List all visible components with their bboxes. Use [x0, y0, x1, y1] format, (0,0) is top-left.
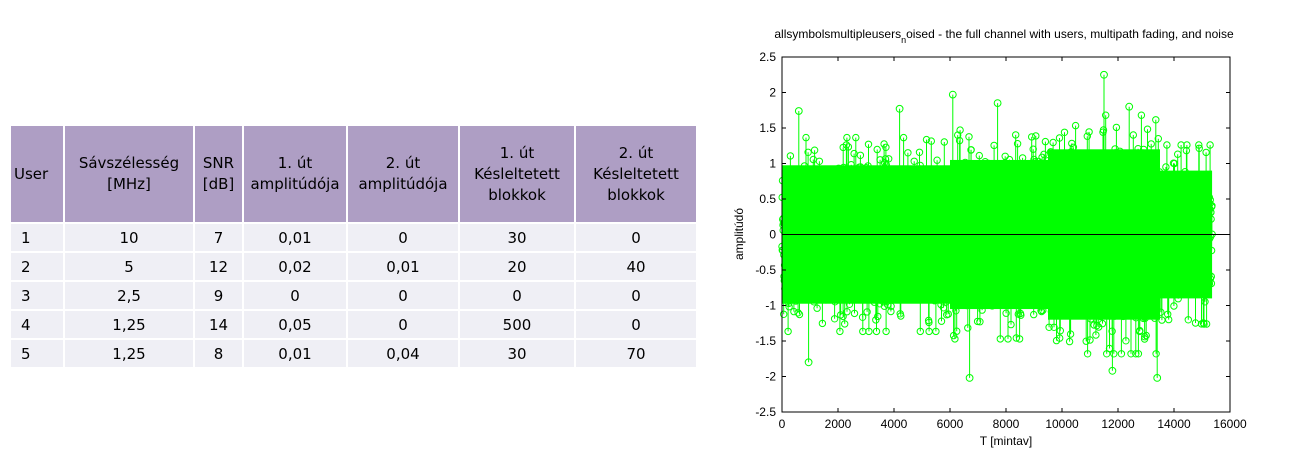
y-tick-label: -1.5 [755, 334, 776, 348]
table-cell: 0,02 [244, 253, 346, 280]
column-header-line: Sávszélesség [78, 154, 180, 172]
table-cell: 0 [348, 282, 458, 309]
table-cell: 1,25 [65, 340, 193, 367]
table-row: 2 5 12 0,02 0,01 20 40 [11, 253, 696, 280]
y-tick-label: -2.5 [755, 405, 776, 419]
table-cell: 20 [460, 253, 574, 280]
column-header: 2. út Késleltetett blokkok [576, 126, 696, 222]
column-header-line: 1. út [277, 154, 313, 172]
table-cell: 12 [195, 253, 242, 280]
table-cell: 0 [576, 282, 696, 309]
column-header-line: User [14, 164, 49, 183]
column-header-line: 1. út [499, 143, 535, 162]
table-cell: 70 [576, 340, 696, 367]
table-cell: 0,01 [244, 340, 346, 367]
x-tick-label: 8000 [993, 417, 1020, 431]
y-tick-label: 0.5 [759, 192, 776, 206]
column-header: User [11, 126, 63, 222]
chart-title-main: allsymbolsmultipleusers [774, 27, 901, 41]
table-cell: 500 [460, 311, 574, 338]
column-header-line: amplitúdója [358, 175, 448, 193]
table-cell: 0 [576, 224, 696, 251]
y-axis-label: amplitúdó [732, 208, 746, 260]
x-tick-label: 14000 [1157, 417, 1191, 431]
table-cell: 10 [65, 224, 193, 251]
x-tick-label: 10000 [1045, 417, 1079, 431]
column-header-line: 2. út [618, 143, 654, 162]
column-header: 2. út amplitúdója [348, 126, 458, 222]
y-tick-label: 1.5 [759, 121, 776, 135]
column-header-line: Késleltetett [593, 164, 679, 183]
table-cell: 9 [195, 282, 242, 309]
x-tick-label: 4000 [881, 417, 908, 431]
table-row: 5 1,25 8 0,01 0,04 30 70 [11, 340, 696, 367]
column-header-line: SNR [202, 154, 235, 172]
table-cell: 30 [460, 224, 574, 251]
table-cell: 4 [11, 311, 63, 338]
table-cell: 30 [460, 340, 574, 367]
column-header-line: blokkok [607, 185, 665, 204]
table-cell: 2 [11, 253, 63, 280]
x-axis-label: T [mintav] [980, 434, 1032, 448]
x-tick-label: 6000 [937, 417, 964, 431]
table-cell: 5 [11, 340, 63, 367]
chart-title: allsymbolsmultipleusersnoised - the full… [774, 27, 1234, 45]
table-cell: 2,5 [65, 282, 193, 309]
stem-chart: allsymbolsmultipleusersnoised - the full… [732, 27, 1247, 448]
column-header-line: [dB] [202, 175, 235, 193]
table-cell: 0 [244, 282, 346, 309]
table-cell: 3 [11, 282, 63, 309]
table-cell: 0,05 [244, 311, 346, 338]
column-header-line: Késleltetett [474, 164, 560, 183]
y-tick-label: -1 [765, 299, 776, 313]
table-header-row: User Sávszélesség [MHz] SNR [dB] 1. út amplitú… [11, 126, 696, 222]
column-header: SNR [dB] [195, 126, 242, 222]
y-tick-label: 2 [769, 86, 776, 100]
table-cell: 0,01 [348, 253, 458, 280]
table-cell: 0 [576, 311, 696, 338]
x-tick-label: 16000 [1213, 417, 1247, 431]
table-row: 3 2,5 9 0 0 0 0 [11, 282, 696, 309]
column-header: 1. út Késleltetett blokkok [460, 126, 574, 222]
table-cell: 0 [348, 311, 458, 338]
table-cell: 1 [11, 224, 63, 251]
table-body: 1 10 7 0,01 0 30 0 2 5 12 0,02 0,01 20 40 3 2,5 9 0 0 0 0 4 1,… [11, 224, 696, 367]
table-cell: 1,25 [65, 311, 193, 338]
table-cell: 0 [348, 224, 458, 251]
y-tick-label: 0 [769, 228, 776, 242]
table-cell: 0 [460, 282, 574, 309]
table-header: User Sávszélesség [MHz] SNR [dB] 1. út amplitú… [11, 126, 696, 222]
table-cell: 14 [195, 311, 242, 338]
table-cell: 7 [195, 224, 242, 251]
x-tick-label: 0 [779, 417, 786, 431]
y-tick-label: -2 [765, 370, 776, 384]
column-header: 1. út amplitúdója [244, 126, 346, 222]
x-tick-label: 2000 [825, 417, 852, 431]
table-row: 4 1,25 14 0,05 0 500 0 [11, 311, 696, 338]
column-header-line: 2. út [385, 154, 421, 172]
column-header: Sávszélesség [MHz] [65, 126, 193, 222]
column-header-line: [MHz] [107, 175, 151, 193]
chart-title-subscript: n [901, 35, 906, 45]
table-cell: 40 [576, 253, 696, 280]
column-header-line: blokkok [488, 185, 546, 204]
y-tick-label: -0.5 [755, 263, 776, 277]
x-tick-label: 12000 [1101, 417, 1135, 431]
y-tick-label: 1 [769, 157, 776, 171]
table-cell: 5 [65, 253, 193, 280]
table-row: 1 10 7 0,01 0 30 0 [11, 224, 696, 251]
column-header-line: amplitúdója [250, 175, 340, 193]
parameter-table: User Sávszélesség [MHz] SNR [dB] 1. út amplitú… [9, 124, 698, 369]
table-cell: 8 [195, 340, 242, 367]
y-tick-label: 2.5 [759, 50, 776, 64]
table-cell: 0,01 [244, 224, 346, 251]
chart-title-rest: oised - the full channel with users, mul… [906, 27, 1234, 41]
table-cell: 0,04 [348, 340, 458, 367]
